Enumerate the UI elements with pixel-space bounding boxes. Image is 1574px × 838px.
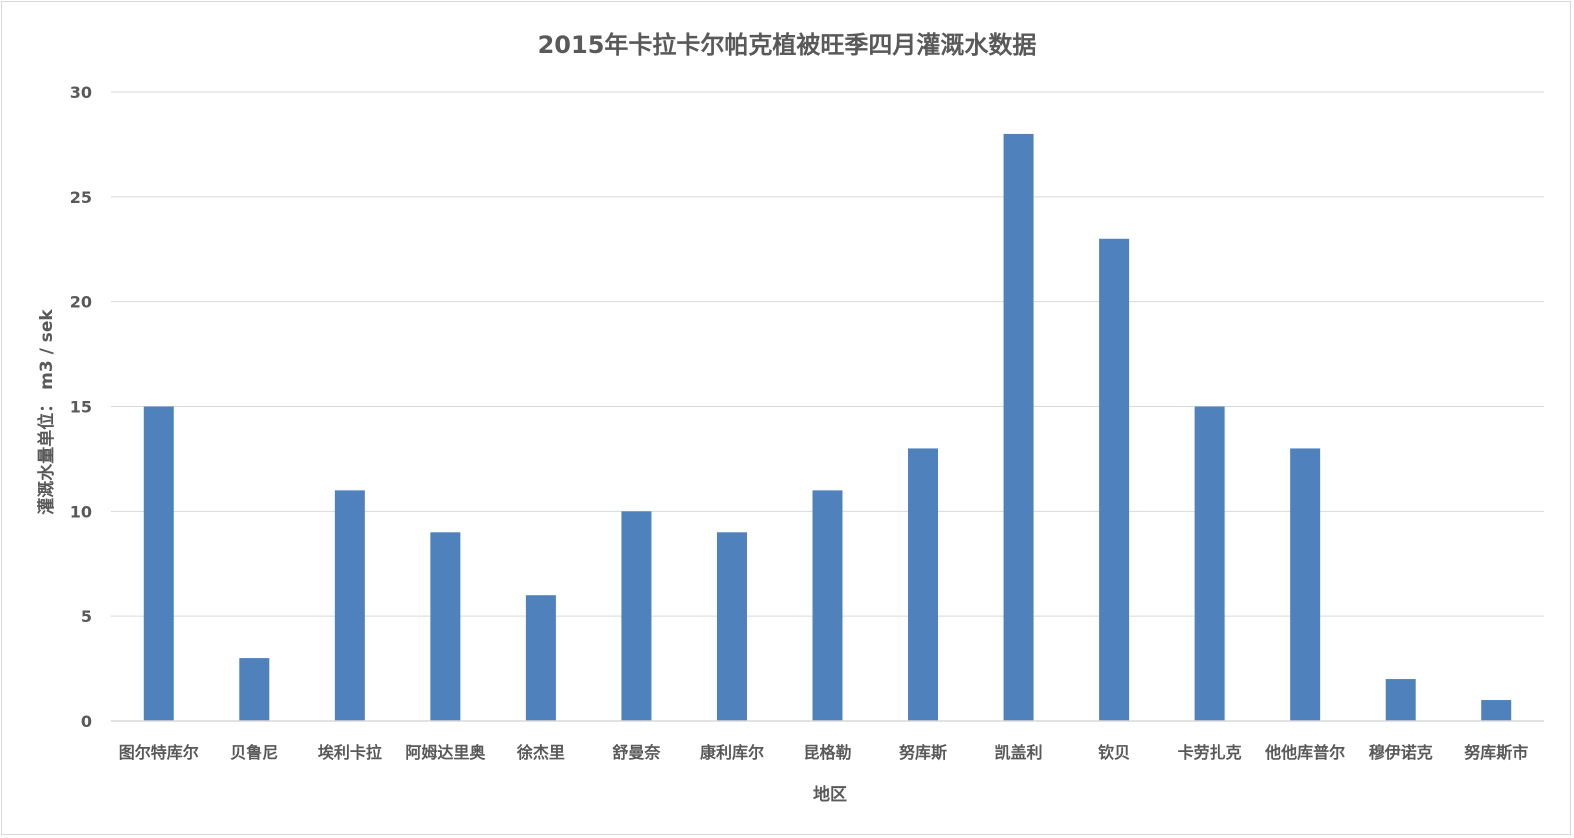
chart-title: 2015年卡拉卡尔帕克植被旺季四月灌溉水数据 (538, 31, 1037, 59)
x-tick-label: 卡劳扎克 (1178, 743, 1242, 762)
y-tick-label: 10 (70, 502, 92, 521)
x-tick-label: 康利库尔 (700, 743, 764, 762)
y-tick-label: 30 (70, 83, 92, 102)
bar (1290, 448, 1321, 721)
y-axis-ticks: 0 5 10 15 20 25 30 (70, 83, 92, 731)
y-tick-label: 15 (70, 398, 92, 417)
bar (143, 406, 174, 721)
bar (1481, 700, 1512, 721)
bars (143, 133, 1512, 721)
bar (430, 532, 461, 721)
x-tick-label: 努库斯 (899, 743, 947, 762)
bar (1385, 679, 1416, 721)
x-tick-label: 穆伊诺克 (1369, 743, 1433, 762)
bar (716, 532, 747, 721)
y-tick-label: 20 (70, 293, 92, 312)
x-axis-title: 地区 (813, 784, 847, 805)
bar (239, 658, 270, 721)
x-tick-label: 埃利卡拉 (318, 743, 382, 762)
bar (1194, 406, 1225, 721)
y-tick-label: 0 (81, 712, 92, 731)
x-tick-label: 舒曼奈 (612, 743, 661, 762)
x-tick-label: 钦贝 (1098, 743, 1130, 762)
x-tick-label: 努库斯市 (1464, 743, 1528, 762)
x-tick-label: 贝鲁尼 (230, 743, 278, 762)
x-tick-label: 图尔特库尔 (119, 743, 199, 762)
x-tick-label: 阿姆达里奥 (405, 743, 486, 762)
y-tick-label: 25 (70, 188, 92, 207)
bar (1003, 133, 1034, 721)
bar (908, 448, 939, 721)
x-tick-label: 昆格勒 (803, 743, 851, 762)
bar (1099, 238, 1130, 721)
bar (621, 511, 652, 721)
bar (812, 490, 843, 721)
bar (334, 490, 365, 721)
y-axis-title: 灌溉水量单位： m3 / sek (36, 309, 57, 515)
x-tick-label: 他他库普尔 (1264, 743, 1345, 762)
x-tick-label: 凯盖利 (995, 743, 1043, 762)
bar (525, 595, 556, 721)
x-tick-label: 徐杰里 (516, 743, 565, 762)
y-tick-label: 5 (81, 607, 92, 626)
x-axis-ticks: 图尔特库尔 贝鲁尼 埃利卡拉 阿姆达里奥 徐杰里 舒曼奈 康利库尔 昆格勒 努库斯 凯盖利 钦贝 卡劳… (119, 743, 1528, 762)
